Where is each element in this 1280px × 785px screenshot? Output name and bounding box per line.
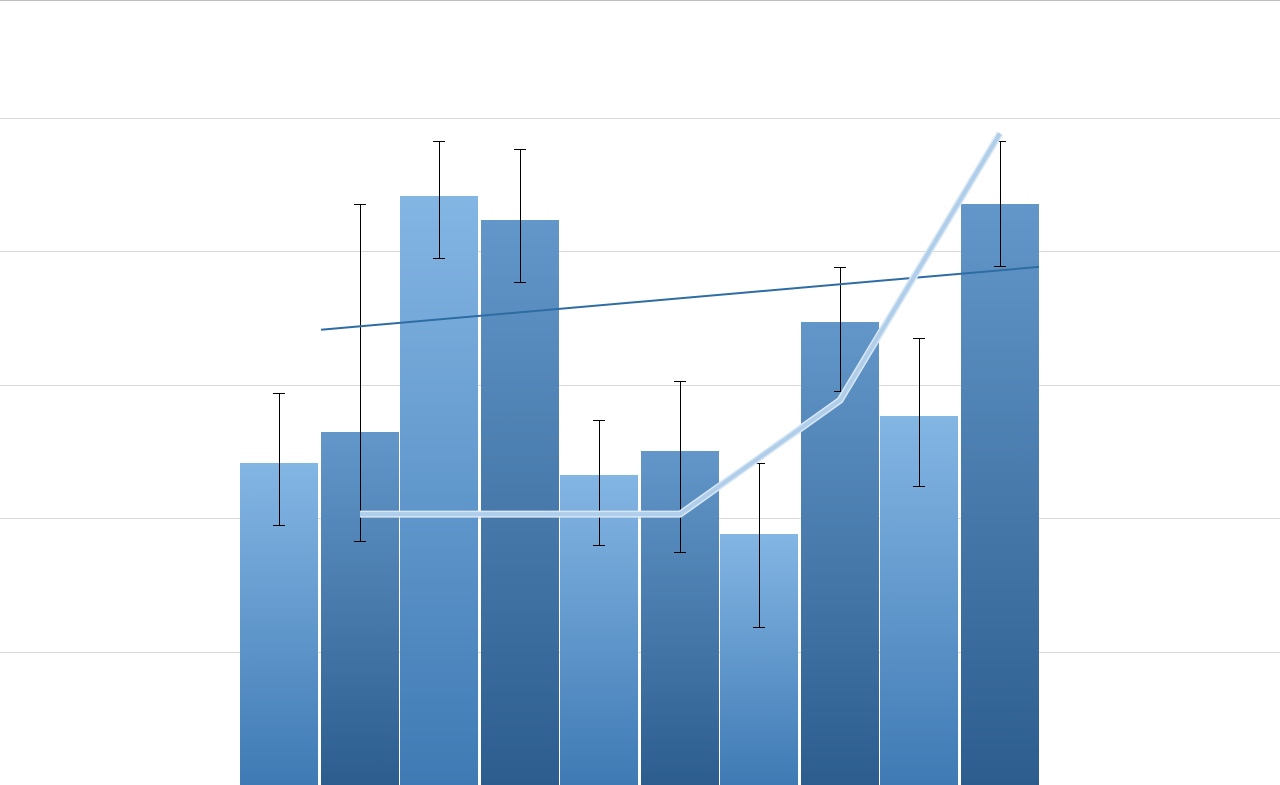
gridline xyxy=(0,518,1280,519)
error-bar xyxy=(680,381,681,554)
gridline xyxy=(0,118,1280,119)
error-bar xyxy=(360,204,361,542)
gridline xyxy=(0,0,1280,1)
error-bar xyxy=(919,338,920,487)
error-bar xyxy=(279,393,280,526)
gridline xyxy=(0,385,1280,386)
error-bar xyxy=(1000,141,1001,267)
gridline xyxy=(0,251,1280,252)
error-bar xyxy=(840,267,841,393)
combo-chart xyxy=(0,0,1280,785)
bar-series-b xyxy=(961,204,1039,785)
error-bar xyxy=(439,141,440,259)
error-bar xyxy=(520,149,521,282)
bar-series-a xyxy=(400,196,478,785)
error-bar xyxy=(759,463,760,628)
gridline xyxy=(0,652,1280,653)
error-bar xyxy=(599,420,600,546)
bar-series-b xyxy=(481,220,559,785)
